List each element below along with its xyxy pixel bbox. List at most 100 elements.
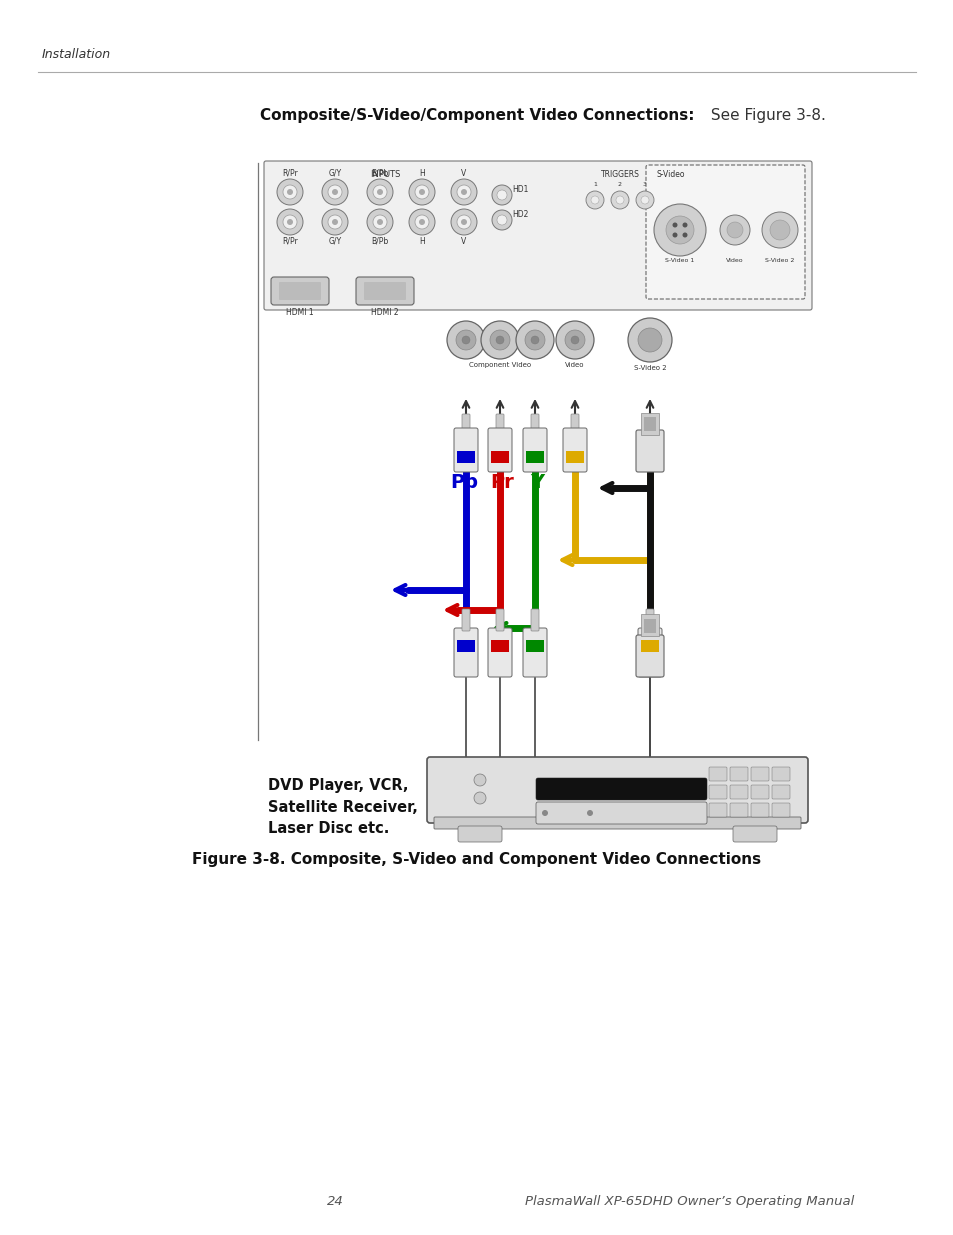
Circle shape xyxy=(456,215,471,228)
Circle shape xyxy=(418,219,424,225)
Circle shape xyxy=(328,215,341,228)
FancyBboxPatch shape xyxy=(488,429,512,472)
Circle shape xyxy=(571,336,578,345)
Circle shape xyxy=(460,219,467,225)
Circle shape xyxy=(276,179,303,205)
FancyBboxPatch shape xyxy=(271,277,329,305)
FancyBboxPatch shape xyxy=(729,767,747,781)
Circle shape xyxy=(367,209,393,235)
FancyBboxPatch shape xyxy=(536,802,706,824)
FancyBboxPatch shape xyxy=(355,277,414,305)
FancyBboxPatch shape xyxy=(531,414,538,433)
Circle shape xyxy=(409,209,435,235)
Text: H: H xyxy=(418,169,424,178)
FancyBboxPatch shape xyxy=(729,785,747,799)
Bar xyxy=(643,417,656,431)
FancyBboxPatch shape xyxy=(427,757,807,823)
Circle shape xyxy=(556,321,594,359)
FancyBboxPatch shape xyxy=(278,282,320,300)
Text: Video: Video xyxy=(565,362,584,368)
FancyBboxPatch shape xyxy=(771,785,789,799)
Circle shape xyxy=(681,232,687,237)
Text: Figure 3-8. Composite, S-Video and Component Video Connections: Figure 3-8. Composite, S-Video and Compo… xyxy=(193,852,760,867)
FancyBboxPatch shape xyxy=(638,629,661,677)
Circle shape xyxy=(590,196,598,204)
Circle shape xyxy=(490,330,510,350)
Circle shape xyxy=(474,792,485,804)
Bar xyxy=(491,451,509,463)
Circle shape xyxy=(373,185,387,199)
Circle shape xyxy=(497,215,506,225)
Circle shape xyxy=(761,212,797,248)
Bar xyxy=(525,640,543,652)
Text: 3: 3 xyxy=(642,182,646,186)
Text: B/Pb: B/Pb xyxy=(371,169,388,178)
Text: Pb: Pb xyxy=(450,473,477,492)
Circle shape xyxy=(726,222,742,238)
Text: Y: Y xyxy=(529,473,543,492)
Circle shape xyxy=(376,189,382,195)
Circle shape xyxy=(328,185,341,199)
Text: G/Y: G/Y xyxy=(328,237,341,246)
Circle shape xyxy=(492,210,512,230)
Text: Installation: Installation xyxy=(42,48,111,61)
Circle shape xyxy=(287,219,293,225)
FancyBboxPatch shape xyxy=(708,767,726,781)
Text: G/Y: G/Y xyxy=(328,169,341,178)
FancyBboxPatch shape xyxy=(531,609,538,631)
Circle shape xyxy=(586,810,593,816)
Circle shape xyxy=(332,189,337,195)
Text: Composite/S-Video/Component Video Connections:: Composite/S-Video/Component Video Connec… xyxy=(259,107,694,124)
Circle shape xyxy=(654,204,705,256)
Text: R/Pr: R/Pr xyxy=(282,237,297,246)
Bar xyxy=(643,619,656,634)
Circle shape xyxy=(474,774,485,785)
FancyBboxPatch shape xyxy=(522,429,546,472)
Circle shape xyxy=(640,196,648,204)
FancyBboxPatch shape xyxy=(645,609,654,631)
Circle shape xyxy=(415,215,429,228)
Circle shape xyxy=(409,179,435,205)
Text: S-Video 2: S-Video 2 xyxy=(633,366,665,370)
Circle shape xyxy=(447,321,484,359)
Circle shape xyxy=(332,219,337,225)
FancyBboxPatch shape xyxy=(488,629,512,677)
Circle shape xyxy=(418,189,424,195)
Circle shape xyxy=(276,209,303,235)
Text: HD2: HD2 xyxy=(512,210,528,219)
FancyBboxPatch shape xyxy=(645,165,804,299)
Circle shape xyxy=(456,185,471,199)
Circle shape xyxy=(283,185,296,199)
Text: HDMI 2: HDMI 2 xyxy=(371,308,398,317)
FancyBboxPatch shape xyxy=(771,767,789,781)
Circle shape xyxy=(531,336,538,345)
Circle shape xyxy=(585,191,603,209)
Circle shape xyxy=(373,215,387,228)
Circle shape xyxy=(415,185,429,199)
Circle shape xyxy=(610,191,628,209)
Text: Pr: Pr xyxy=(490,473,514,492)
Circle shape xyxy=(367,179,393,205)
Circle shape xyxy=(461,336,470,345)
FancyBboxPatch shape xyxy=(636,635,663,677)
Text: See Figure 3-8.: See Figure 3-8. xyxy=(705,107,825,124)
FancyBboxPatch shape xyxy=(750,767,768,781)
Text: S-Video 2: S-Video 2 xyxy=(764,258,794,263)
Text: V: V xyxy=(461,237,466,246)
FancyBboxPatch shape xyxy=(771,803,789,818)
FancyBboxPatch shape xyxy=(636,430,663,472)
Circle shape xyxy=(492,185,512,205)
Text: HD1: HD1 xyxy=(512,185,528,194)
Text: 24: 24 xyxy=(326,1195,343,1208)
Bar xyxy=(565,451,583,463)
Circle shape xyxy=(616,196,623,204)
Circle shape xyxy=(541,810,547,816)
Circle shape xyxy=(564,330,584,350)
Bar xyxy=(491,640,509,652)
Circle shape xyxy=(460,189,467,195)
FancyBboxPatch shape xyxy=(454,429,477,472)
Text: S-Video 1: S-Video 1 xyxy=(664,258,694,263)
FancyBboxPatch shape xyxy=(750,785,768,799)
Circle shape xyxy=(451,209,476,235)
Circle shape xyxy=(665,216,693,245)
